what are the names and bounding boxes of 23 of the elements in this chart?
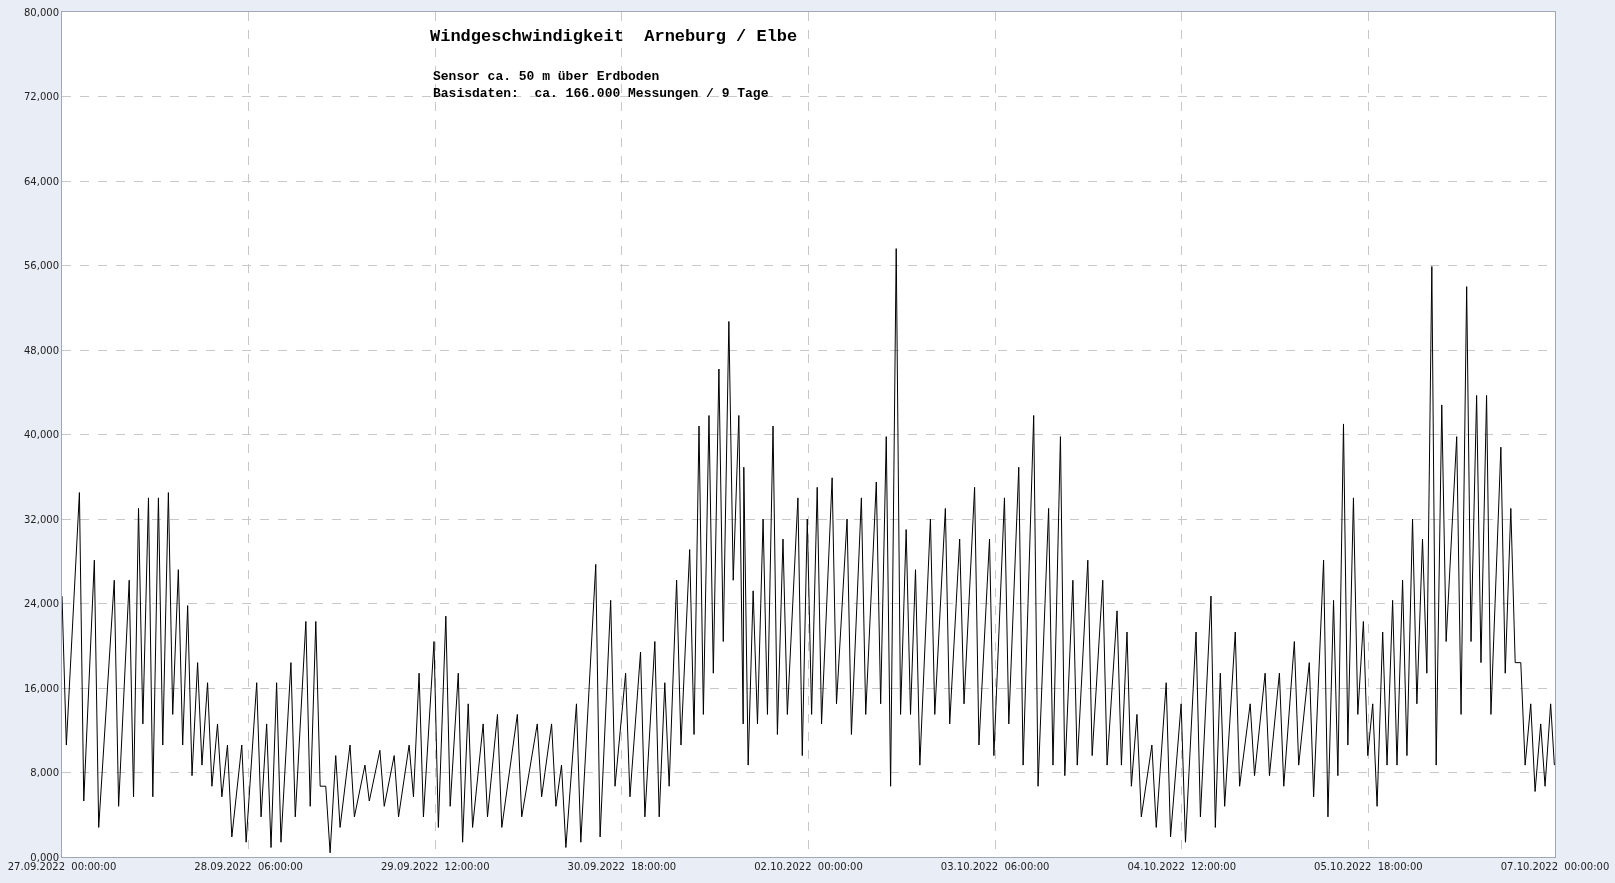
x-tick-label: 02.10.2022 00:00:00 — [754, 861, 863, 872]
y-tick-label: 56,000 — [24, 260, 59, 271]
x-tick-label: 28.09.2022 06:00:00 — [194, 861, 303, 872]
y-tick-label: 72,000 — [24, 91, 59, 102]
y-tick-label: 48,000 — [24, 344, 59, 356]
y-tick-label: 80,000 — [24, 6, 59, 18]
x-tick-label: 05.10.2022 18:00:00 — [1314, 861, 1423, 872]
y-tick-label: 24,000 — [24, 598, 59, 609]
y-tick-label: 40,000 — [24, 429, 59, 440]
line-series — [62, 248, 1555, 854]
text: Windgeschwindigkeit Arneburg / Elbe — [430, 27, 798, 46]
y-tick-label: 0,000 — [30, 851, 59, 863]
x-tick-label: 30.09.2022 18:00:00 — [567, 861, 677, 872]
y-tick-label: 64,000 — [24, 175, 59, 187]
x-tick-label: 03.10.2022 06:00:00 — [940, 861, 1050, 872]
x-tick-label: 07.10.2022 00:00:00 — [1500, 861, 1610, 872]
x-tick-label: 27.09.2022 00:00:00 — [7, 861, 117, 872]
y-tick-label: 32,000 — [24, 513, 59, 525]
y-tick-label: 16,000 — [24, 682, 59, 694]
x-tick-label: 04.10.2022 12:00:00 — [1127, 861, 1237, 872]
y-tick-label: 8,000 — [30, 767, 59, 778]
x-tick-label: 29.09.2022 12:00:00 — [380, 861, 490, 872]
text: Sensor ca. 50 m über Erdboden Basisdaten: ca. 166.000 Messungen / 9 Tage — [433, 69, 769, 101]
